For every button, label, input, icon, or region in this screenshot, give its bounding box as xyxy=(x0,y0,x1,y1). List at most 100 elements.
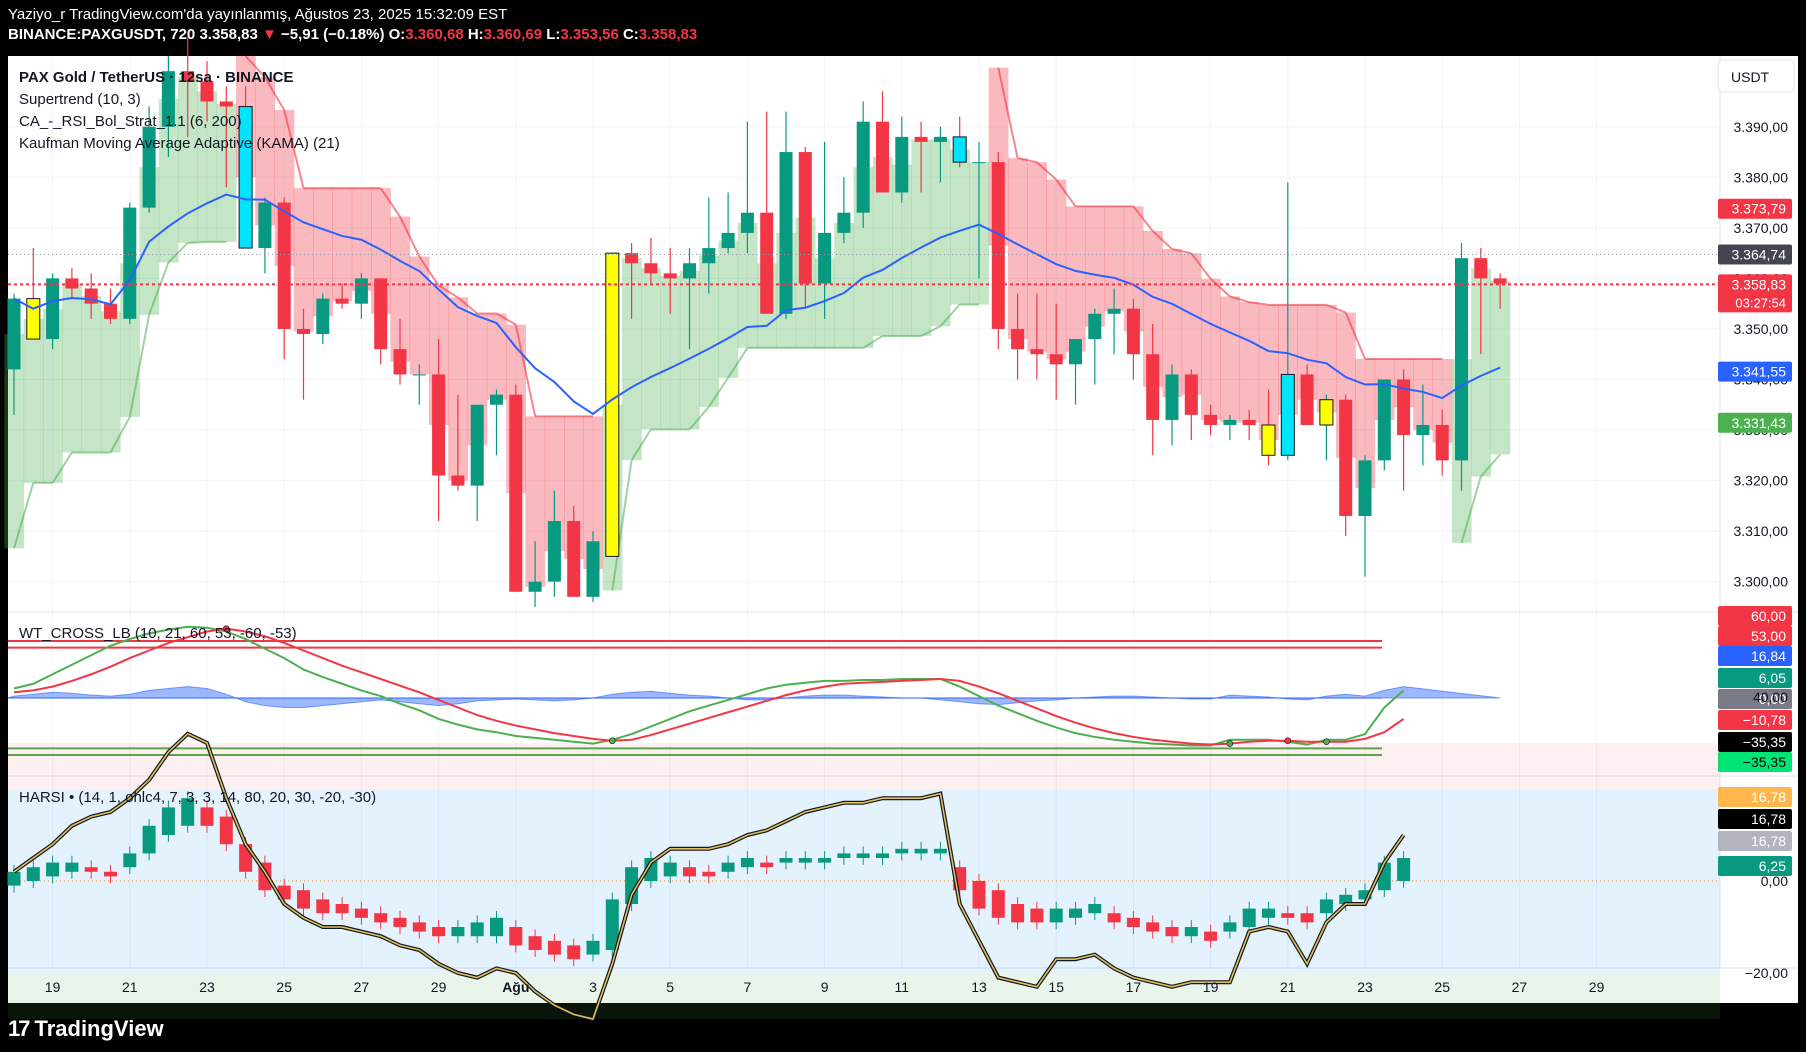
supertrend-fill-segment xyxy=(544,416,565,552)
change-label: −5,91 (−0.18%) xyxy=(281,26,385,43)
wt-value-tag xyxy=(1718,668,1792,688)
supertrend-line-segment xyxy=(1132,205,1154,232)
price-tick-label: 3.350,00 xyxy=(1734,321,1789,337)
supertrend-line-segment xyxy=(244,55,266,78)
currency-button[interactable]: USDT xyxy=(1717,59,1795,93)
harsi-candle-body xyxy=(316,899,330,914)
candle-body xyxy=(219,101,233,107)
wt-cross-dot xyxy=(1226,740,1234,747)
wt-value-tag xyxy=(1718,606,1792,626)
supertrend-line-segment xyxy=(1017,157,1038,164)
supertrend-line-segment xyxy=(187,240,208,244)
candle-body xyxy=(393,349,407,375)
candle-series xyxy=(7,35,1507,607)
supertrend-fill-segment xyxy=(1258,304,1279,441)
supertrend-fill-segment xyxy=(1007,158,1028,340)
ohlc-o-label: O: xyxy=(388,26,406,43)
supertrend-fill-segment xyxy=(930,139,951,327)
harsi-tick-label: −20,00 xyxy=(1745,965,1788,981)
harsi-candle-body xyxy=(335,904,349,914)
supertrend-line-segment xyxy=(939,303,961,327)
time-tick-label: 27 xyxy=(354,979,370,995)
supertrend-fill-segment xyxy=(1065,206,1086,352)
time-axis[interactable]: 19 21 23 25 27 29 Ağu 3 5 7 9 11 13 15 17 19 21 23 25 27 29 xyxy=(45,979,1605,995)
candle-body xyxy=(142,126,156,208)
candle-body xyxy=(490,394,503,405)
wt2-line xyxy=(13,627,1405,746)
candle-body xyxy=(297,328,310,334)
harsi-candle-body xyxy=(104,871,117,877)
wt-value-label: −10,78 xyxy=(1743,712,1786,728)
time-tick-label: 19 xyxy=(1203,979,1219,995)
candle-body xyxy=(740,212,754,233)
price-tag xyxy=(1718,412,1792,433)
legend-title: PAX Gold / TetherUS · 12sa · BINANCE xyxy=(19,69,294,86)
harsi-candle-body xyxy=(1300,913,1314,923)
harsi-value-tag xyxy=(1718,856,1792,876)
candle-body xyxy=(161,71,175,127)
price-tick-label: 3.390,00 xyxy=(1734,119,1789,135)
supertrend-line-segment xyxy=(1171,248,1192,255)
supertrend-fill-segment xyxy=(679,270,700,430)
candle-body xyxy=(952,136,967,163)
supertrend-line-segment xyxy=(862,335,884,349)
kama-polyline xyxy=(13,193,1501,416)
harsi-candle-body xyxy=(721,862,735,872)
supertrend-fill-segment xyxy=(583,416,604,570)
candle-body xyxy=(354,278,368,304)
supertrend-fill-segment xyxy=(62,283,83,453)
wt-cross-dot xyxy=(608,737,616,745)
candle-body xyxy=(374,278,388,350)
price-tag-label: 3.364,74 xyxy=(1732,246,1787,262)
wt-value-label: −35,35 xyxy=(1743,754,1786,770)
countdown-label: 03:27:54 xyxy=(1735,295,1786,310)
price-axis[interactable]: 3.300,003.310,003.320,003.330,003.340,00… xyxy=(1718,119,1792,590)
tradingview-logo[interactable]: 17 TradingView xyxy=(8,1016,164,1042)
price-tag xyxy=(1718,274,1792,313)
wt-value-label: 0,00 xyxy=(1759,691,1786,707)
supertrend-lines xyxy=(13,55,1501,591)
supertrend-fill-segment xyxy=(872,157,893,336)
harsi-candle-body xyxy=(374,913,388,923)
harsi-candle-body xyxy=(219,816,233,845)
supertrend-line-segment xyxy=(1480,453,1501,478)
time-tick-label: 23 xyxy=(1357,979,1373,995)
harsi-candle-body xyxy=(1030,908,1044,923)
time-tick-label: 21 xyxy=(122,979,138,995)
header-line2: BINANCE:PAXGUSDT, 720 3.358,83 ▼ −5,91 (… xyxy=(8,26,697,43)
supertrend-fill-segment xyxy=(197,91,218,242)
supertrend-fill-segment xyxy=(448,297,469,481)
supertrend-line-segment xyxy=(167,242,189,264)
harsi-candle-body xyxy=(760,862,774,868)
candle-body xyxy=(779,152,793,314)
supertrend-fill-segment xyxy=(255,77,276,226)
supertrend-fill-segment xyxy=(486,313,507,400)
harsi-pane: 40,00 −20,00 0,00 16,78 16,78 16,78 6,25 xyxy=(7,689,1792,1022)
wt-value-tag xyxy=(1718,752,1792,772)
symbol-label: BINANCE:PAXGUSDT, 720 xyxy=(8,26,196,43)
wt1-line xyxy=(13,625,1405,747)
candle-body xyxy=(65,278,79,289)
time-tick-label: Ağu xyxy=(502,979,529,995)
candle-body xyxy=(818,232,832,284)
price-tag xyxy=(1718,198,1792,219)
price-tag xyxy=(1718,244,1792,265)
candle-body xyxy=(1474,258,1488,279)
wt-cross-dot xyxy=(1323,738,1330,746)
wt-cross-dot xyxy=(223,625,230,632)
candle-body xyxy=(760,212,774,314)
candle-body xyxy=(1493,278,1507,284)
harsi-candle-body xyxy=(625,867,639,904)
harsi-candle-body xyxy=(1146,922,1160,932)
harsi-candle-body xyxy=(914,848,928,854)
supertrend-line-segment xyxy=(457,296,478,315)
price-tag-label: 3.373,79 xyxy=(1732,201,1787,217)
harsi-candle-body xyxy=(1397,858,1411,881)
candle-body xyxy=(1204,414,1218,425)
harsi-value-label: 16,78 xyxy=(1751,789,1786,805)
harsi-candle-body xyxy=(1242,908,1256,927)
supertrend-fill-segment xyxy=(1471,268,1491,477)
kama-line xyxy=(13,193,1501,416)
candle-body xyxy=(798,152,812,284)
